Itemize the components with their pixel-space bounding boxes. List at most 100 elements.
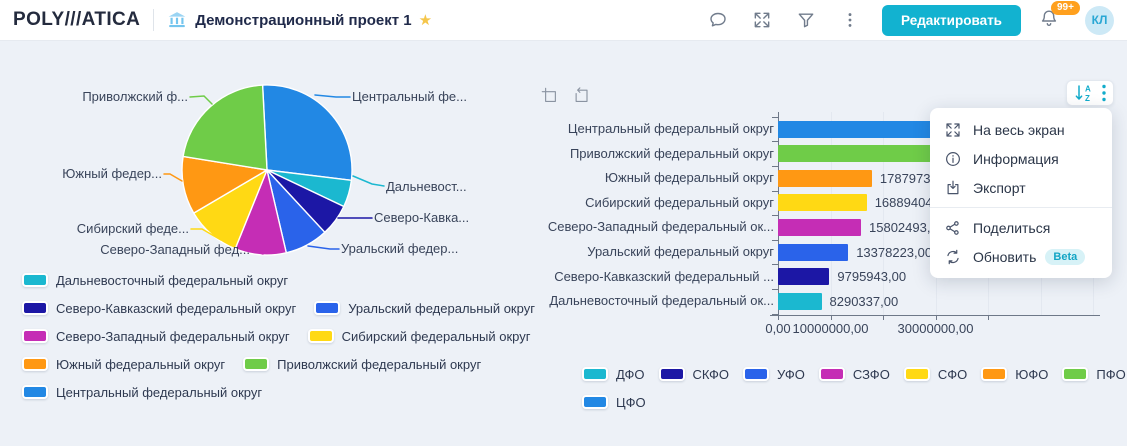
legend-item-ЮФО[interactable]: Южный федеральный округ <box>22 357 225 372</box>
menu-item-label: На весь экран <box>973 121 1065 138</box>
legend-color-chip <box>22 329 48 343</box>
reset-zoom-icon[interactable] <box>572 86 590 104</box>
pie-callout-line <box>189 95 213 105</box>
y-tick <box>772 165 778 167</box>
bar-СЗФО[interactable] <box>778 218 861 236</box>
pie-callout-label: Сибирский феде... <box>76 221 189 236</box>
bar-category-label: Северо-Западный федеральный ок... <box>547 219 774 235</box>
legend-item-ПФО[interactable]: ПФО <box>1062 367 1126 382</box>
legend-item-УФО[interactable]: Уральский федеральный округ <box>314 301 535 316</box>
bell-icon[interactable] <box>1039 8 1059 28</box>
legend-color-chip <box>582 395 608 409</box>
legend-item-СФО[interactable]: СФО <box>903 366 968 382</box>
legend-item-ЦФО[interactable]: ЦФО <box>582 395 646 410</box>
legend-item-СЗФО[interactable]: СЗФО <box>818 366 890 382</box>
menu-item[interactable]: На весь экран <box>930 115 1112 144</box>
legend-color-chip <box>981 367 1008 381</box>
x-tick-label: 10000000,00 <box>792 321 869 336</box>
legend-label: ЮФО <box>1015 366 1049 382</box>
avatar[interactable]: КЛ <box>1085 5 1114 35</box>
bar-ЮФО[interactable] <box>778 169 872 187</box>
menu-item-label: Поделиться <box>973 219 1051 236</box>
y-axis <box>778 112 779 315</box>
bar-chart-legend: ДФО СКФО УФО СЗФО СФО ЮФО ПФО ЦФО <box>582 360 1126 416</box>
bar-value-label: 15802493,00 <box>869 219 945 235</box>
share-icon <box>946 220 959 235</box>
pie-callout-label: Приволжский ф... <box>82 89 188 104</box>
legend-item-СЗФО[interactable]: Северо-Западный федеральный округ <box>22 329 290 344</box>
legend-row: ЦФО <box>582 388 1126 416</box>
x-tick <box>830 315 832 320</box>
bar-category-label: Уральский федеральный округ <box>587 244 774 259</box>
legend-color-chip <box>22 273 48 287</box>
bar-category-label: Северо-Кавказский федеральный ... <box>554 268 774 284</box>
legend-label: Северо-Западный федеральный округ <box>56 328 290 344</box>
notifications[interactable]: 99+ <box>1039 0 1080 33</box>
edit-button[interactable]: Редактировать <box>882 4 1021 36</box>
pie-callout-label: Уральский федер... <box>341 241 459 256</box>
legend-color-chip <box>22 357 48 371</box>
expand-icon[interactable] <box>752 10 772 30</box>
bar-ПФО[interactable] <box>778 145 962 163</box>
bar-ДФО[interactable] <box>778 292 822 310</box>
legend-item-ЦФО[interactable]: Центральный федеральный округ <box>22 385 262 400</box>
filter-icon[interactable] <box>796 10 816 30</box>
legend-item-СКФО[interactable]: Северо-Кавказский федеральный округ <box>22 301 296 316</box>
pie-callout-line <box>247 250 264 255</box>
legend-item-ДФО[interactable]: ДФО <box>582 367 645 382</box>
svg-text:A: A <box>1085 85 1091 94</box>
bar-УФО[interactable] <box>778 243 849 261</box>
legend-color-chip <box>22 301 48 315</box>
legend-label: ДФО <box>616 366 645 382</box>
zoom-select-icon[interactable] <box>540 86 558 104</box>
legend-item-СФО[interactable]: Сибирский федеральный округ <box>307 329 530 344</box>
pie-callout-line <box>163 173 183 182</box>
pie-callout-label: Южный федер... <box>62 166 162 181</box>
x-tick-label: 0,00 <box>765 321 791 336</box>
legend-label: СЗФО <box>852 366 890 382</box>
bar-category-label: Центральный федеральный округ <box>567 121 774 136</box>
y-tick <box>772 116 778 118</box>
x-tick <box>988 315 989 320</box>
legend-color-chip <box>818 367 845 381</box>
refresh-icon <box>947 249 959 264</box>
y-tick <box>772 288 778 290</box>
bar-category-label: Южный федеральный округ <box>604 170 774 186</box>
menu-item[interactable]: Экспорт <box>930 173 1112 202</box>
kebab-menu-icon[interactable] <box>1101 84 1107 102</box>
legend-item-ЮФО[interactable]: ЮФО <box>981 367 1048 382</box>
pie-chart[interactable] <box>60 70 490 270</box>
pie-callout-label: Северо-Западный фед... <box>100 242 250 257</box>
star-icon[interactable]: ★ <box>418 12 433 29</box>
pie-slice-ЦФО[interactable] <box>261 84 353 181</box>
bar-СФО[interactable] <box>778 194 867 212</box>
polymatica-logo: POLY///ATICA <box>13 9 141 30</box>
legend-item-ДФО[interactable]: Дальневосточный федеральный округ <box>22 273 288 288</box>
menu-item[interactable]: Информация <box>930 144 1112 173</box>
legend-label: СФО <box>937 366 968 382</box>
svg-text:Z: Z <box>1085 94 1090 103</box>
menu-item[interactable]: Обновить Beta <box>930 242 1112 271</box>
chat-icon[interactable] <box>708 10 728 30</box>
legend-item-СКФО[interactable]: СКФО <box>658 366 730 382</box>
legend-item-ПФО[interactable]: Приволжский федеральный округ <box>243 357 481 372</box>
x-tick <box>935 315 937 320</box>
menu-item[interactable]: Поделиться <box>930 213 1112 242</box>
legend-item-УФО[interactable]: УФО <box>743 367 805 382</box>
page-title: Демонстрационный проект 1 <box>195 11 412 29</box>
header-divider <box>153 9 155 31</box>
pie-callout-label: Центральный фе... <box>352 89 467 104</box>
bar-category-label: Сибирский федеральный округ <box>585 194 774 210</box>
bar-value-label: 8290337,00 <box>829 293 899 309</box>
legend-color-chip <box>903 367 930 381</box>
legend-label: СКФО <box>692 366 730 382</box>
kebab-menu-icon[interactable] <box>840 10 860 30</box>
x-tick <box>883 315 884 320</box>
sort-az-icon[interactable]: A Z <box>1073 83 1095 103</box>
bank-icon <box>168 12 186 28</box>
bar-value-label: 13378223,00 <box>856 244 933 260</box>
bar-СКФО[interactable] <box>778 268 830 286</box>
pie-callout-line <box>314 94 351 98</box>
pie-callout-line <box>190 228 222 241</box>
pie-slice-ПФО[interactable] <box>182 84 268 171</box>
